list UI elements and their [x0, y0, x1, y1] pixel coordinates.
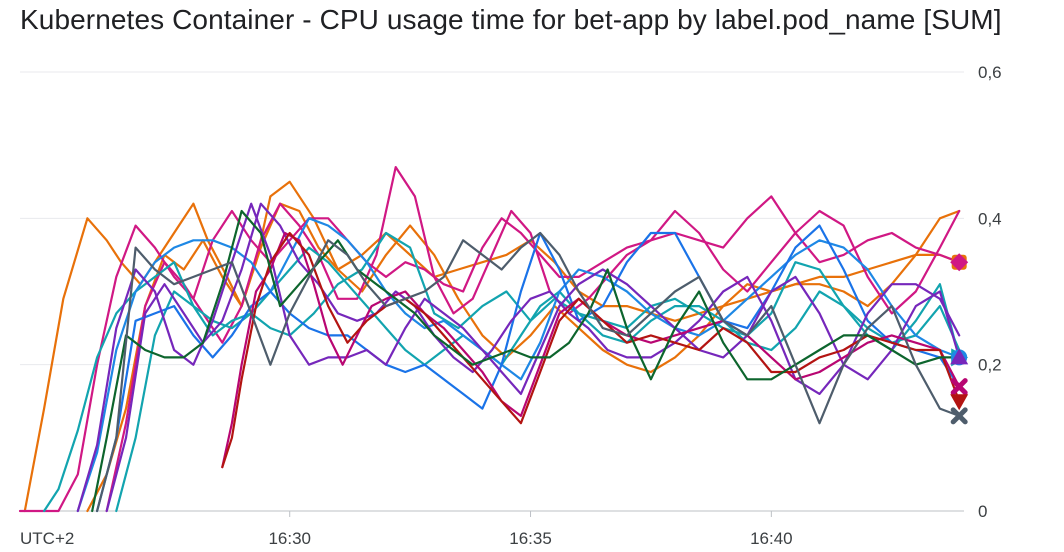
x-tick-label: 16:30 [268, 529, 311, 548]
gridlines [20, 71, 964, 512]
series-line-4[interactable] [105, 166, 961, 513]
series-marker-9[interactable] [950, 348, 969, 365]
series-line-11[interactable] [221, 231, 961, 469]
y-tick-label: 0,6 [978, 63, 1002, 82]
series-marker-3[interactable] [950, 253, 969, 272]
series-line-12[interactable] [221, 231, 961, 469]
series-group [18, 166, 961, 513]
chart-title: Kubernetes Container - CPU usage time fo… [20, 4, 1002, 35]
x-axis-ticks: UTC+2 16:30 16:35 16:40 [20, 511, 793, 548]
y-axis-ticks: 0 0,2 0,4 0,6 [978, 63, 1002, 521]
y-tick-label: 0,4 [978, 209, 1002, 228]
series-marker-12[interactable] [950, 394, 969, 411]
timezone-label: UTC+2 [20, 529, 74, 548]
series-markers [950, 253, 969, 425]
series-marker-14[interactable] [950, 407, 968, 425]
series-line-14[interactable] [95, 231, 961, 513]
y-tick-label: 0,2 [978, 356, 1002, 375]
x-tick-label: 16:40 [750, 529, 793, 548]
series-line-5[interactable] [42, 231, 961, 513]
x-tick-label: 16:35 [509, 529, 552, 548]
series-marker-11[interactable] [950, 378, 968, 396]
series-line-9[interactable] [76, 202, 961, 513]
y-tick-label: 0 [978, 502, 987, 521]
